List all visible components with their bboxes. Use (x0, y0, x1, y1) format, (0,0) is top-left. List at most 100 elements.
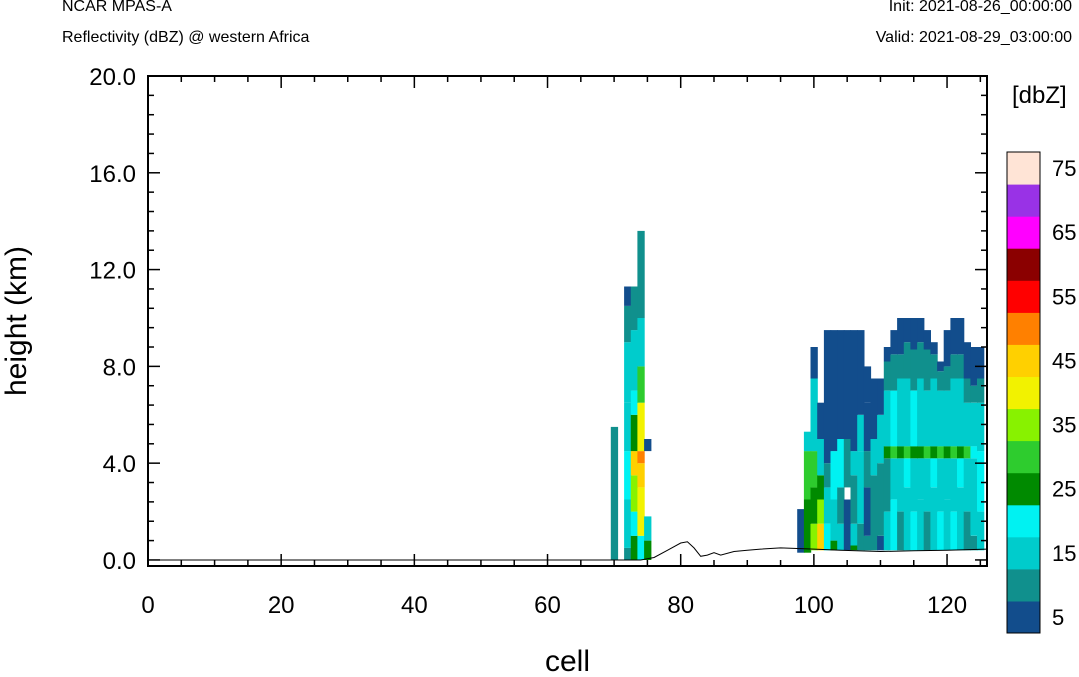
colorbar-swatch (1007, 152, 1040, 185)
reflectivity-cell (903, 342, 912, 379)
reflectivity-cell (890, 499, 898, 551)
reflectivity-cell (630, 414, 639, 452)
reflectivity-cell (957, 318, 965, 355)
colorbar: 5 15 25 35 45 55 65 75 (1006, 151, 1076, 634)
reflectivity-cell (630, 475, 639, 512)
reflectivity-cells (148, 230, 985, 561)
reflectivity-cell (970, 535, 978, 551)
reflectivity-cell (857, 523, 865, 551)
reflectivity-cell (624, 547, 632, 560)
reflectivity-cell (977, 402, 985, 452)
reflectivity-cell (917, 378, 925, 447)
colorbar-swatch (1007, 216, 1040, 249)
reflectivity-cell (903, 487, 912, 551)
terrain-line (148, 541, 988, 561)
reflectivity-cell (624, 402, 632, 452)
reflectivity-cell (870, 439, 878, 476)
reflectivity-cell (950, 378, 958, 447)
reflectivity-cell (857, 330, 865, 415)
reflectivity-cell (637, 366, 645, 403)
reflectivity-cell (930, 487, 938, 551)
colorbar-tick-label: 5 (1052, 605, 1064, 630)
reflectivity-cell (903, 458, 912, 488)
reflectivity-cell (850, 545, 858, 551)
reflectivity-cell (957, 487, 965, 551)
reflectivity-cell (917, 446, 925, 459)
reflectivity-cell (863, 487, 872, 536)
reflectivity-cell (937, 458, 945, 512)
reflectivity-cell (863, 366, 872, 403)
reflectivity-cell (637, 463, 645, 488)
reflectivity-cell (637, 535, 645, 560)
reflectivity-cell (837, 439, 845, 488)
reflectivity-cell (930, 378, 938, 447)
reflectivity-cell (624, 286, 632, 306)
colorbar-swatch (1007, 376, 1040, 410)
y-tick-label: 20.0 (89, 64, 136, 91)
reflectivity-cell (630, 390, 639, 415)
reflectivity-cell (843, 439, 852, 488)
reflectivity-cell (943, 330, 951, 367)
reflectivity-cell (624, 305, 632, 343)
reflectivity-cell (930, 458, 938, 488)
reflectivity-cell (810, 451, 818, 488)
reflectivity-cell (810, 378, 818, 452)
reflectivity-cell (817, 499, 825, 524)
axis-ticks: 0 20 40 60 80 100 120 0.0 4.0 8.0 12.0 16.0 20.0 (89, 64, 987, 619)
reflectivity-cell (830, 451, 838, 500)
reflectivity-cell (644, 439, 652, 452)
reflectivity-cell (637, 318, 645, 367)
reflectivity-cell (857, 414, 865, 452)
reflectivity-cell (863, 451, 872, 488)
colorbar-label: [dbZ] (1012, 82, 1067, 109)
reflectivity-cell (937, 371, 945, 391)
reflectivity-cell (943, 366, 951, 391)
reflectivity-cell (883, 347, 892, 362)
reflectivity-cell (950, 458, 958, 512)
reflectivity-cell (837, 523, 845, 551)
reflectivity-cell (917, 499, 925, 551)
reflectivity-cell (957, 378, 965, 447)
colorbar-swatch (1007, 536, 1040, 570)
reflectivity-cell (970, 385, 978, 403)
reflectivity-cell (803, 499, 812, 553)
reflectivity-cell (863, 402, 872, 452)
x-tick-label: 120 (927, 592, 967, 619)
reflectivity-cell (863, 535, 872, 551)
reflectivity-cell (963, 402, 971, 447)
reflectivity-cell (943, 446, 951, 459)
colorbar-frame (1006, 151, 1041, 634)
reflectivity-cell (937, 511, 945, 551)
reflectivity-cell (917, 458, 925, 500)
reflectivity-cell (883, 361, 892, 391)
reflectivity-cell (930, 342, 938, 355)
colorbar-swatch (1007, 312, 1040, 345)
reflectivity-cell (877, 414, 885, 464)
reflectivity-cell (970, 347, 978, 386)
reflectivity-cell (870, 475, 878, 551)
reflectivity-cell (823, 330, 832, 379)
reflectivity-cell (850, 451, 858, 476)
reflectivity-cell (857, 451, 865, 524)
x-tick-label: 20 (268, 592, 295, 619)
reflectivity-cell (910, 390, 918, 447)
reflectivity-cell (957, 446, 965, 459)
reflectivity-cell (917, 342, 925, 379)
reflectivity-cell (817, 523, 825, 551)
colorbar-swatch (1007, 280, 1040, 313)
reflectivity-cell (817, 475, 825, 500)
reflectivity-cell (937, 361, 945, 372)
colorbar-tick-label: 75 (1052, 156, 1076, 181)
reflectivity-cell (923, 511, 931, 551)
reflectivity-cell (610, 426, 619, 560)
reflectivity-cell (910, 458, 918, 512)
reflectivity-cell (903, 446, 912, 459)
reflectivity-cell (850, 475, 858, 524)
reflectivity-cell (897, 446, 905, 459)
colorbar-swatch (1007, 568, 1040, 602)
reflectivity-cell (930, 446, 938, 459)
reflectivity-cell (644, 540, 652, 560)
reflectivity-cell (803, 451, 812, 500)
reflectivity-cell (950, 318, 958, 355)
